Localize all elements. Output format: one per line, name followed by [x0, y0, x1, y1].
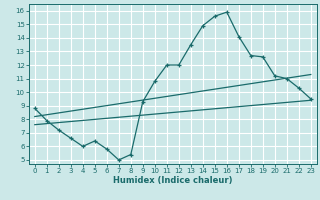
- X-axis label: Humidex (Indice chaleur): Humidex (Indice chaleur): [113, 176, 233, 185]
